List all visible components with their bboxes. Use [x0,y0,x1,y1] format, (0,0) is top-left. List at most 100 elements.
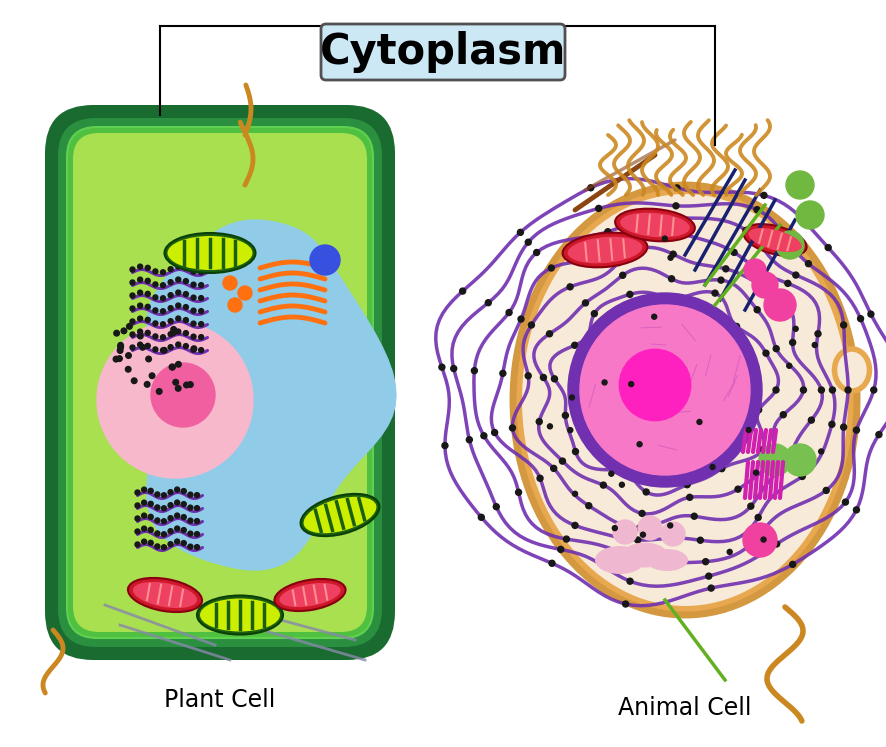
Circle shape [160,270,166,275]
Circle shape [875,432,881,438]
Circle shape [619,272,625,279]
Circle shape [137,277,143,282]
Circle shape [480,433,486,438]
Circle shape [478,514,484,521]
Circle shape [142,513,146,518]
Circle shape [145,304,150,309]
Circle shape [587,185,593,190]
Circle shape [789,339,795,345]
Circle shape [585,503,591,509]
Circle shape [509,425,515,431]
Circle shape [667,523,672,528]
Circle shape [779,462,785,468]
Circle shape [626,578,633,584]
Circle shape [852,427,859,433]
Circle shape [188,531,192,536]
Circle shape [167,542,173,547]
Ellipse shape [748,228,801,252]
Circle shape [506,309,511,315]
Circle shape [175,303,181,308]
Circle shape [194,506,199,511]
Circle shape [615,260,621,266]
Circle shape [696,420,701,424]
Circle shape [125,367,131,372]
Circle shape [671,229,677,235]
Circle shape [761,525,767,531]
Circle shape [743,259,766,281]
Ellipse shape [164,233,255,273]
Circle shape [183,266,188,270]
Circle shape [626,291,632,297]
Circle shape [190,346,197,352]
Circle shape [137,316,143,321]
Circle shape [118,343,123,348]
Circle shape [156,388,162,394]
Circle shape [828,421,834,427]
Circle shape [636,525,642,531]
Circle shape [155,505,159,510]
Ellipse shape [197,595,283,634]
Circle shape [183,344,188,349]
Circle shape [148,501,153,506]
Circle shape [631,554,637,560]
Circle shape [117,347,123,353]
Circle shape [169,365,175,370]
Circle shape [137,333,143,339]
Circle shape [167,490,173,495]
Circle shape [113,356,119,362]
Circle shape [175,342,181,347]
Circle shape [160,283,166,288]
Circle shape [152,282,158,287]
Circle shape [145,279,150,283]
Circle shape [183,382,189,388]
Circle shape [152,347,158,352]
Circle shape [870,387,875,393]
Circle shape [183,317,188,323]
Circle shape [149,373,155,379]
Circle shape [155,518,159,523]
Circle shape [733,323,739,329]
Circle shape [612,520,636,544]
FancyBboxPatch shape [67,127,373,638]
Circle shape [799,387,805,393]
Circle shape [117,356,122,362]
Circle shape [763,289,795,321]
Circle shape [814,331,820,337]
Circle shape [168,279,173,285]
Circle shape [222,276,237,290]
Ellipse shape [614,208,694,241]
Circle shape [840,424,845,430]
Circle shape [760,192,766,199]
Text: Cytoplasm: Cytoplasm [320,31,565,73]
Circle shape [828,387,835,393]
Circle shape [798,474,804,480]
Circle shape [792,326,797,332]
Circle shape [672,203,678,209]
Circle shape [485,300,491,306]
Circle shape [152,321,158,326]
Ellipse shape [567,237,641,264]
Circle shape [639,510,644,516]
Circle shape [734,486,740,492]
Circle shape [135,503,140,508]
Ellipse shape [562,232,647,267]
Ellipse shape [279,583,340,607]
Circle shape [148,540,153,545]
Circle shape [795,201,823,229]
Circle shape [152,334,158,339]
Circle shape [152,269,158,274]
Circle shape [840,322,846,328]
Circle shape [170,330,176,335]
Circle shape [528,322,533,328]
Circle shape [742,227,748,233]
Circle shape [161,532,167,537]
Circle shape [188,492,192,498]
FancyBboxPatch shape [58,118,382,647]
Circle shape [137,264,143,269]
Circle shape [785,171,813,199]
Circle shape [169,365,175,370]
Ellipse shape [199,598,280,631]
Circle shape [439,365,445,371]
Circle shape [175,290,181,295]
Circle shape [145,356,152,362]
